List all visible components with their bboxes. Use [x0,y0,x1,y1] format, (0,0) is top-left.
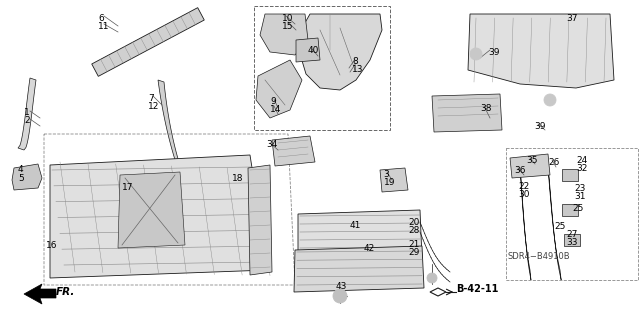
Text: 21: 21 [408,240,419,249]
Polygon shape [564,234,580,246]
Text: 39: 39 [534,122,545,131]
Polygon shape [12,164,42,190]
Text: 29: 29 [408,248,419,257]
Polygon shape [562,204,578,216]
Text: 32: 32 [576,164,588,173]
Polygon shape [468,14,614,88]
Text: 12: 12 [148,102,159,111]
Polygon shape [256,60,302,118]
Text: 1: 1 [24,108,29,117]
Polygon shape [248,165,272,275]
Text: 11: 11 [98,22,109,31]
Text: 3: 3 [383,170,388,179]
Text: 7: 7 [148,94,154,103]
Text: 2: 2 [24,116,29,125]
Text: 42: 42 [364,244,375,253]
Polygon shape [272,136,315,166]
Polygon shape [380,168,408,192]
Text: 19: 19 [384,178,396,187]
Polygon shape [118,172,185,248]
Text: 9: 9 [270,97,276,106]
Text: 24: 24 [576,156,588,165]
Text: 17: 17 [122,183,134,192]
Text: 30: 30 [518,190,529,199]
Text: 6: 6 [98,14,104,23]
Text: SDR4−B4910B: SDR4−B4910B [508,252,571,261]
Text: 40: 40 [308,46,319,55]
Text: 13: 13 [352,65,364,74]
Ellipse shape [488,28,532,56]
Text: 22: 22 [518,182,529,191]
Text: 31: 31 [574,192,586,201]
Text: 10: 10 [282,14,294,23]
Text: 25: 25 [554,222,565,231]
Text: 16: 16 [46,241,58,250]
Text: 14: 14 [270,105,282,114]
Text: 4: 4 [18,165,24,174]
Text: 36: 36 [514,166,525,175]
Polygon shape [294,246,424,292]
Polygon shape [18,78,36,150]
Polygon shape [562,169,578,181]
Polygon shape [432,94,502,132]
Circle shape [470,48,482,60]
Ellipse shape [548,27,588,53]
Text: 38: 38 [480,104,492,113]
Polygon shape [298,210,422,262]
Text: 39: 39 [488,48,499,57]
Circle shape [333,289,347,303]
Text: 26: 26 [548,158,559,167]
Text: 23: 23 [574,184,586,193]
Text: 18: 18 [232,174,243,183]
Text: 20: 20 [408,218,419,227]
Polygon shape [520,168,531,280]
Polygon shape [158,80,182,175]
Text: 33: 33 [566,238,577,247]
Text: B-42-11: B-42-11 [456,284,499,294]
Polygon shape [296,38,320,62]
Text: 43: 43 [336,282,348,291]
Circle shape [544,94,556,106]
Text: 28: 28 [408,226,419,235]
Text: FR.: FR. [56,287,76,297]
Text: 37: 37 [566,14,577,23]
Polygon shape [300,14,382,90]
Text: 41: 41 [350,221,362,230]
Text: 34: 34 [266,140,277,149]
Text: 8: 8 [352,57,358,66]
Polygon shape [510,154,550,178]
Polygon shape [92,8,204,76]
Text: 27: 27 [566,230,577,239]
Text: 5: 5 [18,174,24,183]
Circle shape [427,273,437,283]
Text: 35: 35 [526,156,538,165]
Polygon shape [260,14,308,55]
Polygon shape [548,168,561,280]
Polygon shape [50,155,268,278]
Text: 25: 25 [572,204,584,213]
Text: 15: 15 [282,22,294,31]
Polygon shape [24,284,56,304]
